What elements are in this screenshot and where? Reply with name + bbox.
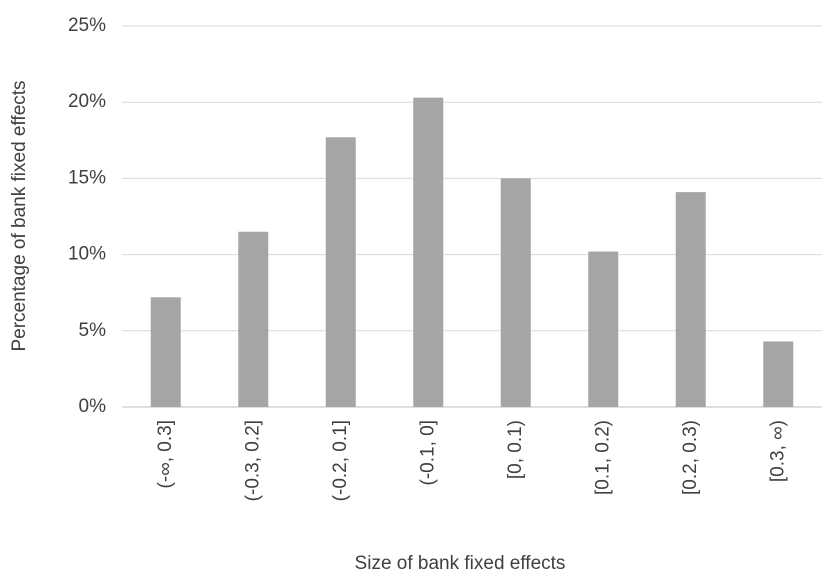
bar [413, 97, 444, 408]
y-tick-label: 20% [68, 91, 106, 112]
bar [588, 251, 619, 407]
bar [763, 341, 794, 407]
x-tick-label: [0.3, ∞) [767, 420, 788, 482]
bar [325, 137, 356, 407]
y-tick-label: 5% [79, 320, 107, 341]
bar [150, 297, 181, 407]
bar [675, 192, 706, 407]
x-tick-label: [0.1, 0.2) [592, 420, 613, 495]
x-tick-label: [0.2, 0.3) [680, 420, 701, 495]
x-tick-label: (-0.3, 0.2] [242, 420, 263, 501]
x-tick-label: (-0.2, 0.1] [330, 420, 351, 501]
x-tick-label: (-0.1, 0] [417, 420, 438, 485]
x-tick-label: [0, 0.1) [505, 420, 526, 479]
x-tick-label: (-∞, 0.3] [155, 420, 176, 488]
bar [238, 231, 269, 407]
x-axis-title: Size of bank fixed effects [355, 553, 566, 574]
y-tick-label: 15% [68, 167, 106, 188]
y-axis-title: Percentage of bank fixed effects [9, 80, 30, 351]
bar [500, 178, 531, 407]
y-tick-label: 0% [79, 396, 107, 417]
y-tick-label: 25% [68, 15, 106, 36]
y-tick-label: 10% [68, 244, 106, 265]
